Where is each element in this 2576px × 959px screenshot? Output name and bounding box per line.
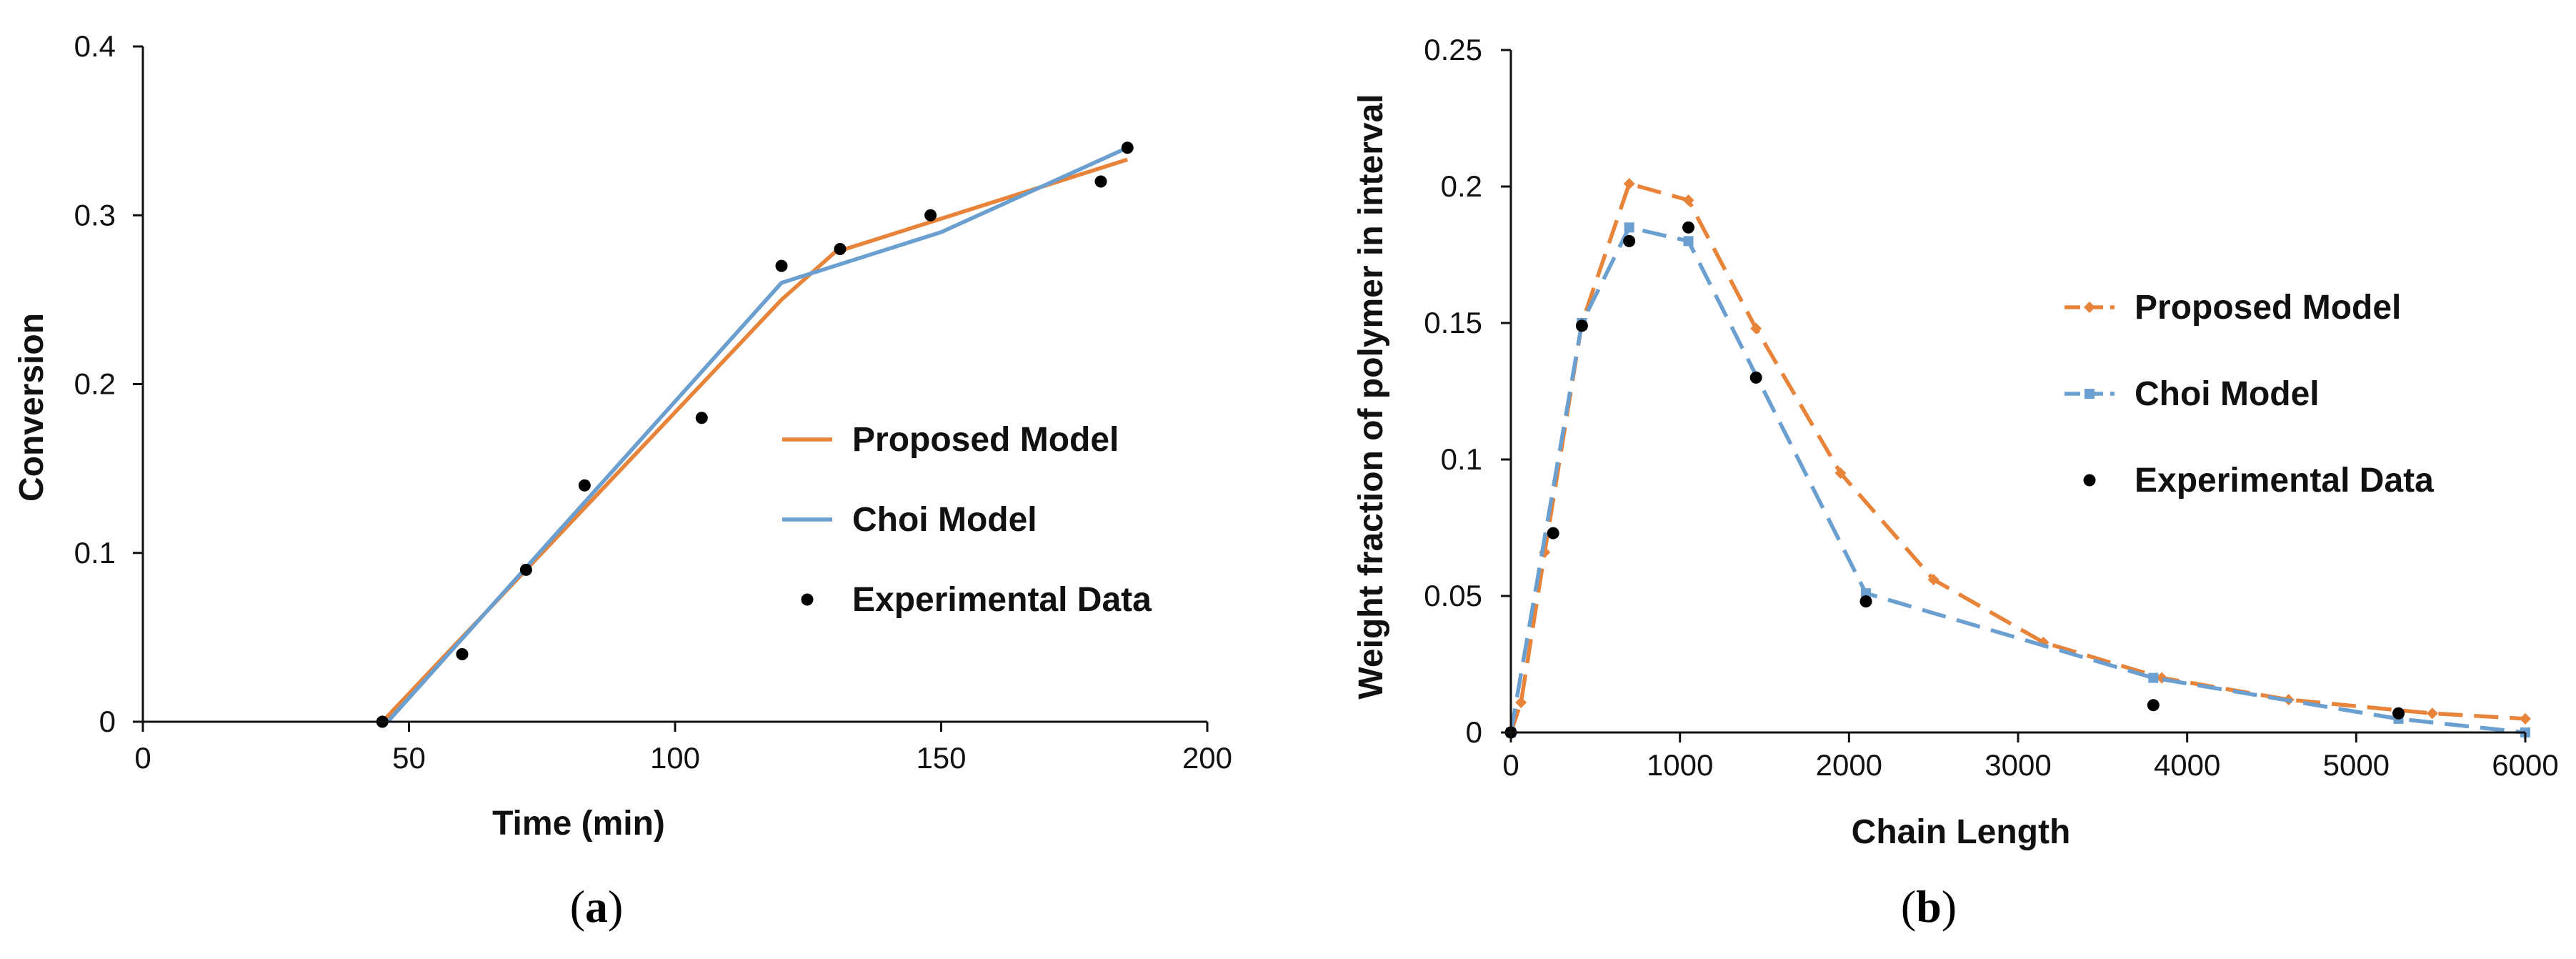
legend-entry-choi-model: Choi Model <box>2065 375 2320 413</box>
legend-b: Proposed Model Choi Model Experimental Dat… <box>2065 289 2434 500</box>
y-tick-label: 0.15 <box>1424 306 1482 339</box>
legend-label: Choi Model <box>2135 375 2320 413</box>
y-axis-title-b: Weight fraction of polymer in interval <box>1352 94 1390 699</box>
chart-b: 0 1000 2000 3000 4000 5000 6000 0 0.05 0.1 0.15 0.2… <box>1352 33 2559 932</box>
data-point-experimental-data <box>1749 371 1762 384</box>
data-point-experimental-data <box>578 479 591 492</box>
legend-entry-proposed-model: Proposed Model <box>782 421 1119 459</box>
x-tick-label: 4000 <box>2154 748 2220 782</box>
data-point-experimental-data <box>695 412 708 424</box>
panel-caption-b: (b) <box>1901 881 1957 932</box>
marker-choi-model <box>2148 672 2159 683</box>
marker-proposed-model <box>2520 712 2531 725</box>
legend-a: Proposed Model Choi Model Experimental Dat… <box>782 421 1152 619</box>
data-point-experimental-data <box>1094 175 1107 188</box>
data-point-experimental-data <box>519 563 532 576</box>
legend-entry-experimental-data: Experimental Data <box>2083 462 2434 500</box>
marker-proposed-model <box>1682 194 1694 207</box>
x-tick-label: 0 <box>134 741 151 775</box>
chart-a: 0 50 100 150 200 0 0.1 0.2 0.3 0.4 Time (min) Con… <box>13 29 1232 932</box>
y-tick-label: 0.1 <box>74 536 116 570</box>
data-point-experimental-data <box>775 259 788 272</box>
data-point-experimental-data <box>1682 221 1694 234</box>
series-line-choi-model <box>1509 225 2526 735</box>
marker-proposed-model <box>1927 574 1940 586</box>
legend-label: Choi Model <box>852 501 1037 539</box>
legend-entry-experimental-data: Experimental Data <box>801 581 1152 619</box>
marker-choi-model <box>1683 236 1694 247</box>
data-point-experimental-data <box>834 243 847 255</box>
series-line-proposed-model <box>1509 182 2526 733</box>
legend-label: Experimental Data <box>2135 462 2434 500</box>
marker-proposed-model <box>1834 467 1847 480</box>
legend-swatch <box>801 593 814 606</box>
legend-entry-choi-model: Choi Model <box>782 501 1037 539</box>
data-point-experimental-data <box>456 648 469 660</box>
panel-caption-a: (a) <box>570 881 624 932</box>
data-point-experimental-data <box>1859 595 1872 608</box>
y-tick-label: 0.05 <box>1424 579 1482 612</box>
legend-marker <box>2085 389 2095 399</box>
legend-label: Experimental Data <box>852 581 1152 619</box>
x-axis-title-a: Time (min) <box>492 805 665 843</box>
y-tick-label: 0.2 <box>1441 169 1482 203</box>
legend-marker <box>2084 302 2095 313</box>
y-tick-label: 0.3 <box>74 198 116 232</box>
marker-choi-model <box>1624 222 1634 233</box>
data-point-experimental-data <box>2392 707 2405 720</box>
marker-proposed-model <box>1515 696 1527 708</box>
x-tick-label: 100 <box>650 741 700 775</box>
legend-swatch <box>2083 474 2096 487</box>
data-point-experimental-data <box>1623 234 1636 247</box>
legend-label: Proposed Model <box>2135 289 2401 327</box>
marker-choi-model <box>1861 588 1871 599</box>
x-tick-label: 5000 <box>2323 748 2390 782</box>
y-tick-label: 0.2 <box>74 367 116 401</box>
x-tick-label: 200 <box>1182 741 1232 775</box>
data-point-experimental-data <box>1575 319 1588 332</box>
y-axis-title-a: Conversion <box>13 313 51 502</box>
y-tick-label: 0.4 <box>74 29 116 63</box>
data-point-experimental-data <box>1121 141 1134 154</box>
x-tick-label: 0 <box>1502 748 1519 782</box>
legend-entry-proposed-model: Proposed Model <box>2065 289 2401 327</box>
x-tick-label: 150 <box>916 741 966 775</box>
marker-proposed-model <box>2426 707 2438 720</box>
legend-label: Proposed Model <box>852 421 1119 459</box>
y-tick-label: 0 <box>99 705 116 738</box>
x-tick-label: 50 <box>392 741 426 775</box>
x-tick-label: 1000 <box>1647 748 1713 782</box>
x-tick-label: 2000 <box>1816 748 1882 782</box>
y-tick-label: 0 <box>1466 715 1482 749</box>
data-point-experimental-data <box>924 209 937 222</box>
x-tick-label: 3000 <box>1985 748 2051 782</box>
x-tick-label: 6000 <box>2492 748 2558 782</box>
y-tick-label: 0.25 <box>1424 33 1482 66</box>
y-tick-label: 0.1 <box>1441 442 1482 476</box>
marker-proposed-model <box>1623 178 1635 190</box>
marker-proposed-model <box>1750 322 1762 334</box>
x-axis-title-b: Chain Length <box>1852 813 2071 851</box>
series-line-choi-model <box>386 146 1129 723</box>
data-point-experimental-data <box>2147 699 2160 712</box>
data-point-experimental-data <box>1547 527 1559 540</box>
